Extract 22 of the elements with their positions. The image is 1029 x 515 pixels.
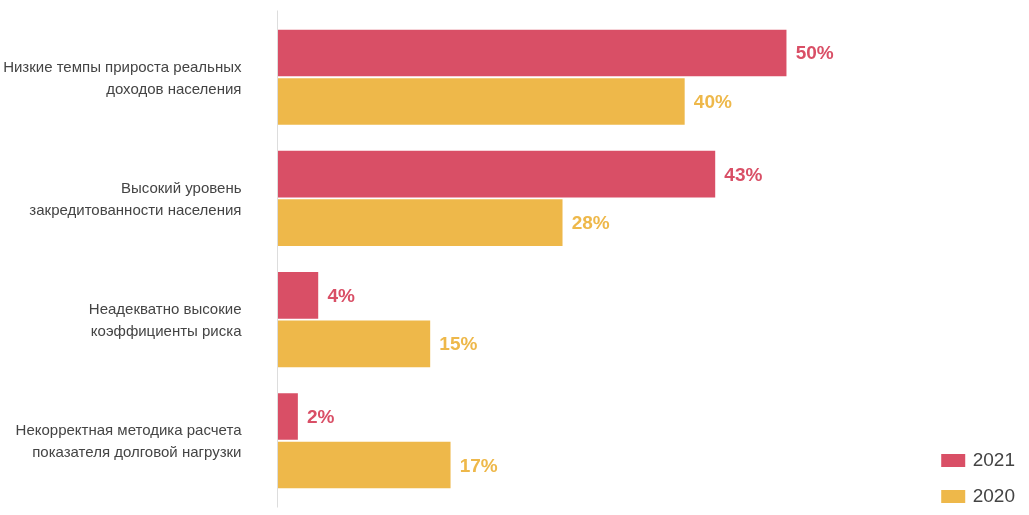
y-tick-label: Некорректная методика расчета показателя долговой нагрузки — [15, 421, 243, 461]
data-label: 17% — [459, 454, 498, 476]
y-tick-label: Неадекватно высокие коэффициенты риска — [88, 300, 243, 340]
bar — [277, 199, 563, 246]
legend-label: 2021 — [972, 449, 1015, 471]
y-tick-label: Низкие темпы прироста реальных доходов населения — [3, 57, 242, 97]
bar — [277, 272, 319, 319]
data-label: 43% — [724, 163, 763, 185]
y-tick-label: Высокий уровень закредитованности населения — [29, 178, 242, 218]
bar — [277, 78, 685, 125]
data-label: 15% — [439, 333, 478, 355]
bar — [277, 150, 716, 198]
data-label: 2% — [307, 406, 335, 428]
data-label: 4% — [327, 284, 355, 306]
data-label: 50% — [795, 42, 834, 64]
bar — [277, 441, 451, 489]
data-label: 40% — [693, 90, 732, 112]
bar — [277, 320, 431, 368]
legend-label: 2020 — [972, 485, 1015, 507]
bar — [277, 393, 298, 440]
bar — [277, 29, 787, 77]
data-label: 28% — [571, 212, 610, 234]
